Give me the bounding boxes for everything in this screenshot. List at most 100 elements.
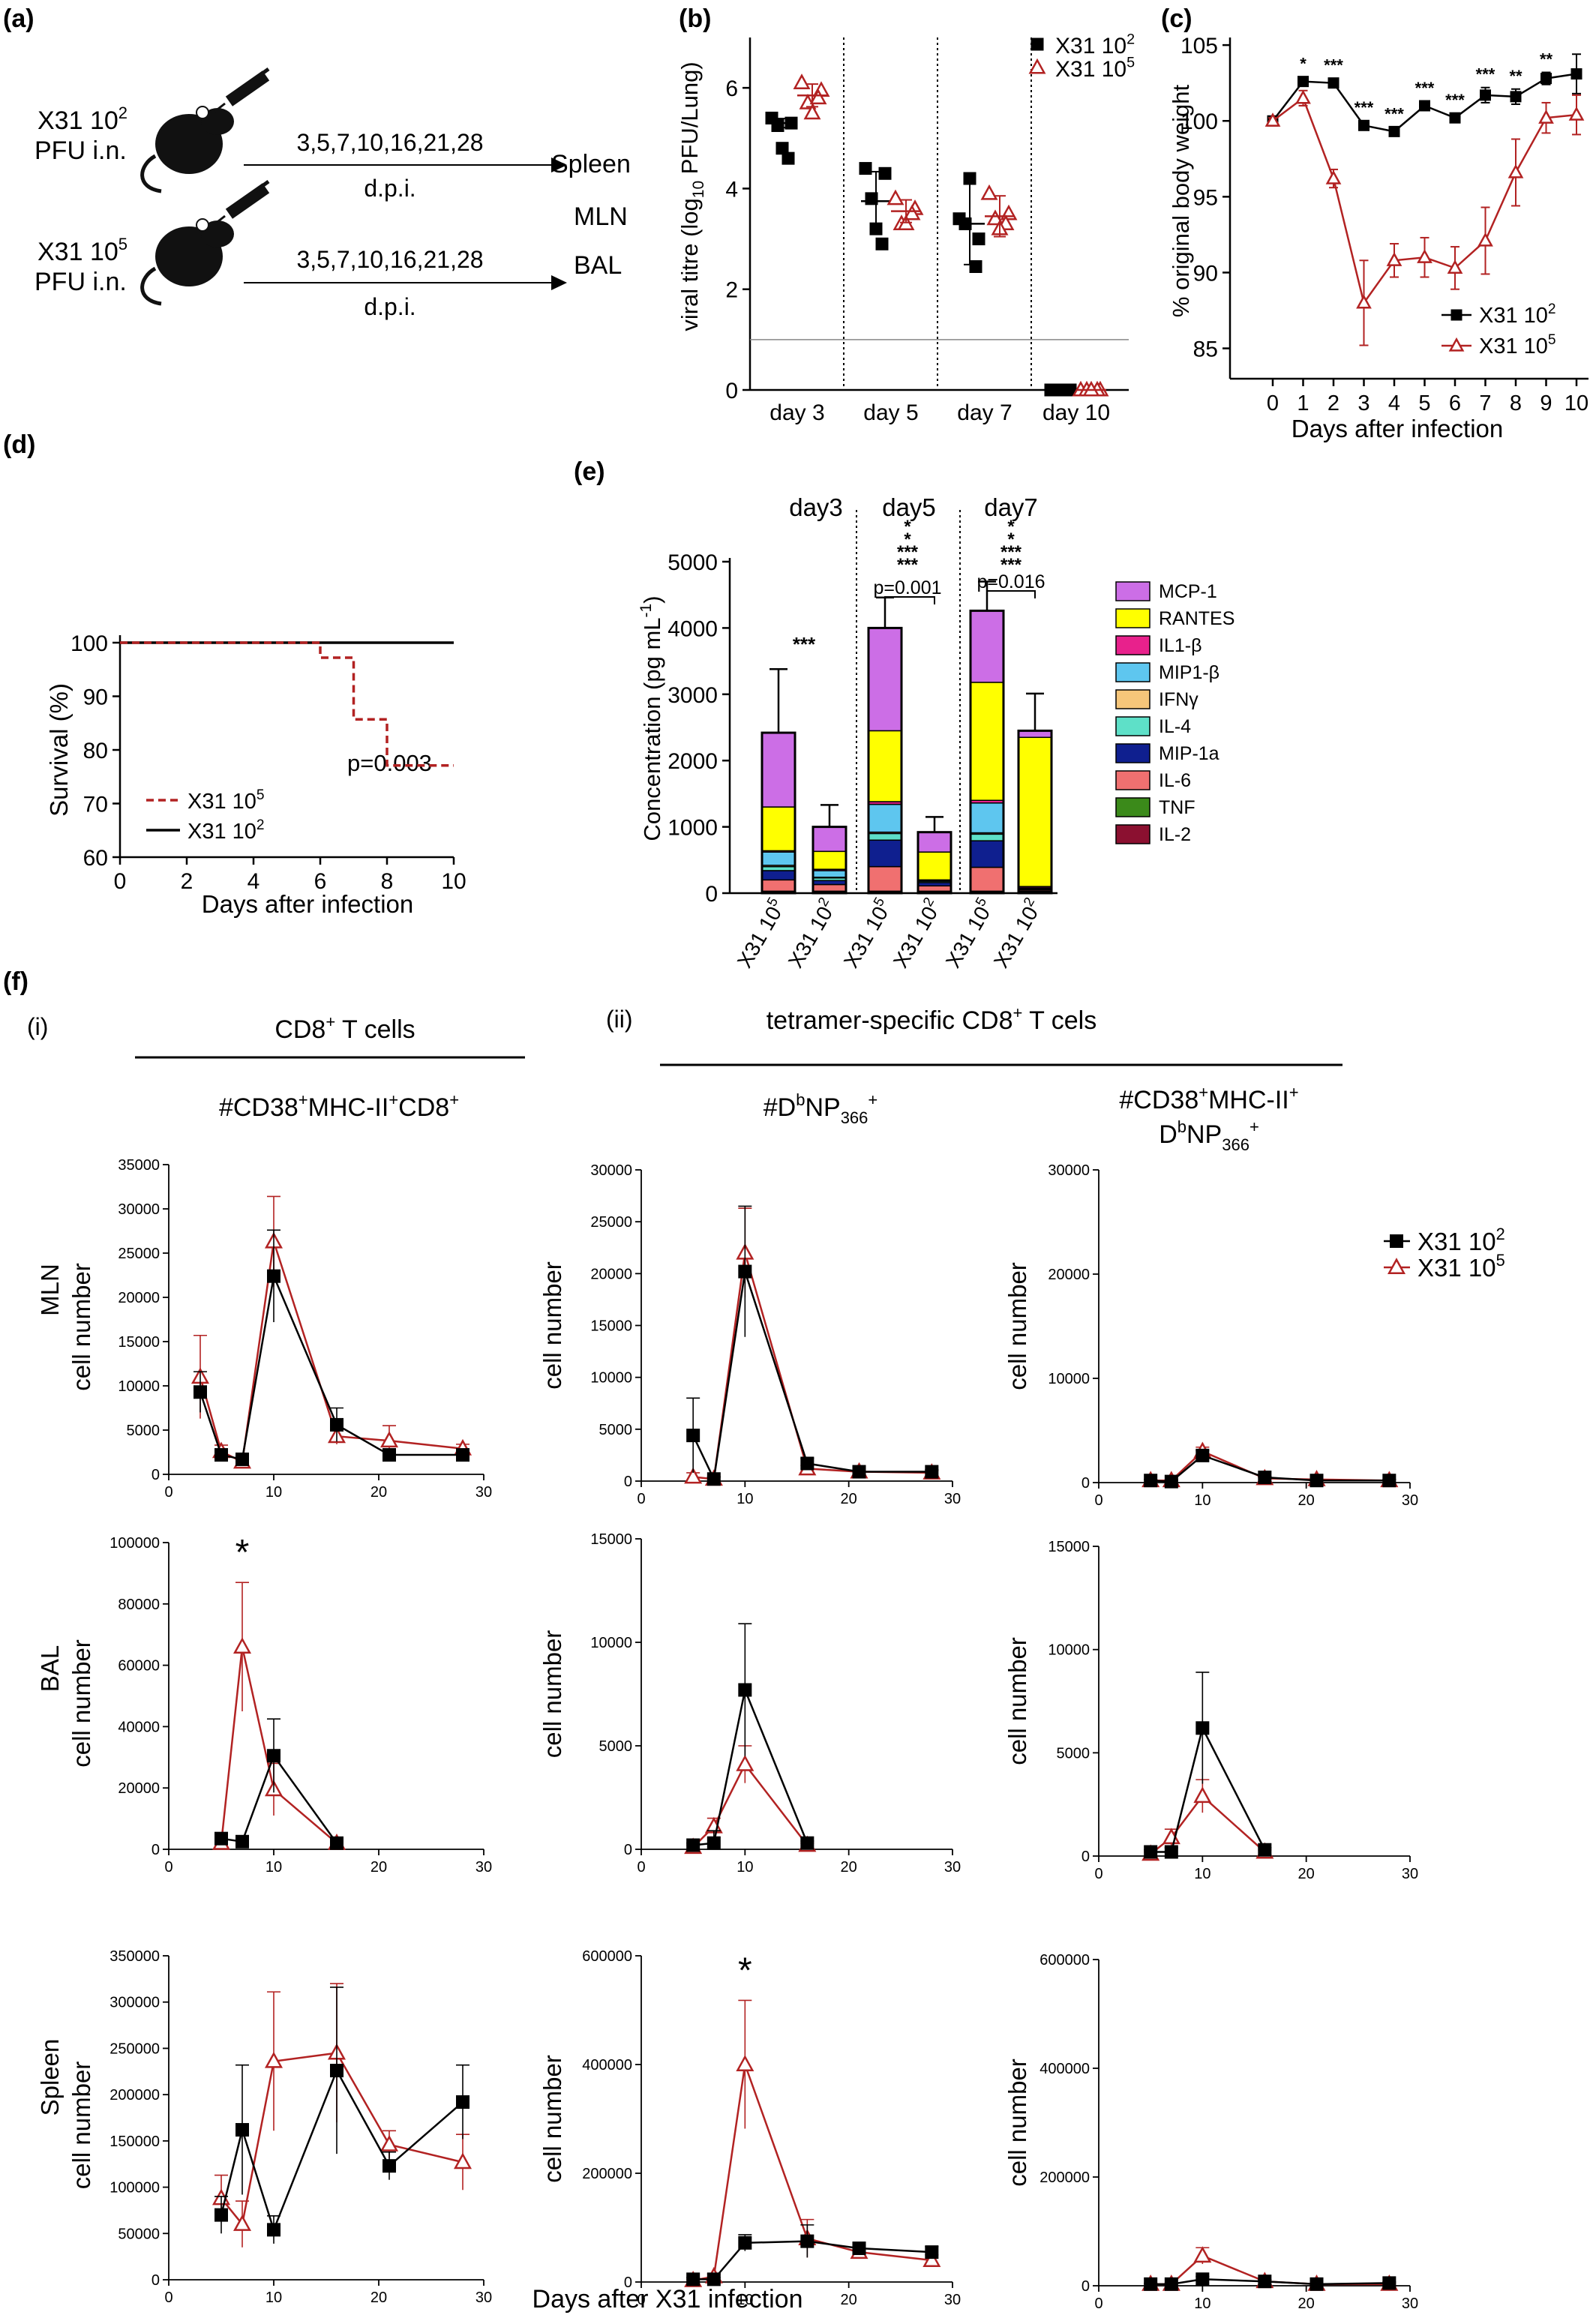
y-axis-label: cell number: [68, 1639, 95, 1768]
stack-segment: [761, 865, 796, 871]
y-tick-label: 3000: [668, 683, 718, 708]
x-tick-label: 0: [114, 869, 127, 894]
y-tick-label: 5000: [599, 1738, 633, 1755]
data-point: [330, 2064, 344, 2078]
significance-stars: **: [1509, 67, 1522, 85]
data-point: [736, 1754, 754, 1771]
data-point: [1258, 2275, 1272, 2289]
data-point: [330, 1417, 344, 1432]
panel-b-label: (b): [679, 4, 711, 33]
panel-d-pvalue: p=0.003: [347, 750, 432, 776]
x-tick-label: 0: [164, 2290, 172, 2306]
panel-b-marks: [765, 73, 1109, 397]
data-point: [875, 237, 889, 250]
x-tick-label: 6: [314, 869, 327, 894]
stack-segment: [970, 840, 1004, 868]
series-line: [693, 1687, 808, 1846]
x-tick-label: 10: [441, 869, 466, 894]
data-point: [706, 1836, 721, 1850]
x-group-label: day 5: [863, 400, 918, 425]
y-tick-label: 20000: [118, 1290, 160, 1306]
data-point: [684, 1467, 703, 1484]
data-point: [264, 2051, 284, 2068]
y-tick-label: 25000: [118, 1246, 160, 1262]
legend-label: MCP-1: [1159, 581, 1217, 602]
x-tick-label: 30: [944, 1859, 961, 1876]
data-point: [738, 1683, 752, 1697]
panel-a-row2-days: 3,5,7,10,16,21,28: [296, 246, 483, 273]
data-point: [1144, 1845, 1158, 1859]
subplot-f_mln_cd38: 0 5000 10000 15000 20000 25000 30000 35000 0 10 20…: [68, 1157, 492, 1501]
x-tick-label: 0: [164, 1859, 172, 1876]
y-tick-label: 50000: [118, 2226, 160, 2242]
col-title-cd38-db-np366-line1: #CD38+MHC-II+: [1119, 1083, 1298, 1114]
data-point: [1193, 2246, 1212, 2263]
y-axis-label: cell number: [1004, 2059, 1031, 2187]
legend-label: IFNγ: [1159, 689, 1198, 710]
legend-label: X31 105: [188, 787, 265, 814]
stack-segment: [970, 833, 1004, 841]
significance-stars: ***: [1000, 555, 1022, 575]
x-tick-label: 10: [266, 1484, 282, 1501]
x-tick-label: 0: [637, 2292, 645, 2308]
data-point: [236, 1452, 249, 1466]
legend-label: X31 105: [1479, 332, 1556, 358]
stack-segment: [868, 627, 902, 732]
data-point: [1193, 1786, 1212, 1804]
stack-segment: [812, 826, 847, 853]
x-tick-label: 30: [476, 1859, 492, 1876]
x-tick-label: 0: [164, 1484, 172, 1501]
row-label-bal: BAL: [36, 1645, 64, 1692]
x-tick-label: 10: [266, 2290, 282, 2306]
data-point: [1196, 1448, 1210, 1462]
stack-segment: [761, 806, 796, 852]
x-tick-label: 30: [944, 2292, 961, 2308]
data-point: [236, 1834, 249, 1849]
significance-stars: ***: [1415, 79, 1435, 97]
x-tick-label: 30: [476, 1484, 492, 1501]
data-point: [382, 1448, 396, 1462]
significance-stars: ***: [897, 555, 919, 575]
x-group-label: day 10: [1042, 400, 1110, 425]
stack-segment: [761, 870, 796, 881]
y-tick-label: 300000: [110, 1995, 160, 2011]
series-line: [692, 1271, 932, 1483]
x-category-label: X31 102: [987, 895, 1047, 972]
y-tick-label: 0: [624, 1474, 632, 1490]
y-tick-label: 80: [83, 739, 108, 763]
panel-c-xlabel: Days after infection: [1292, 415, 1503, 442]
panel-a-tissue-spleen: Spleen: [551, 150, 631, 178]
y-tick-label: 1000: [668, 816, 718, 841]
y-tick-label: 4: [725, 177, 738, 202]
data-point: [1258, 1471, 1272, 1485]
x-category-label: X31 102: [886, 895, 946, 972]
y-tick-label: 35000: [118, 1157, 160, 1174]
x-tick-label: 1: [1297, 391, 1309, 415]
data-point: [738, 2236, 752, 2250]
legend-swatch: [1115, 662, 1150, 682]
x-tick-label: 20: [841, 1491, 857, 1507]
data-point: [969, 260, 982, 273]
y-tick-label: 15000: [590, 1318, 632, 1335]
subplot-f_bal_cd38: 0 20000 40000 60000 80000 100000 0 10 20 30 cell n…: [68, 1533, 492, 1876]
data-point: [232, 1637, 252, 1654]
y-tick-label: 600000: [582, 1948, 632, 1965]
data-point: [686, 2272, 700, 2287]
x-tick-label: 10: [1194, 1866, 1210, 1882]
significance-stars: ***: [1445, 91, 1465, 109]
stack-segment: [812, 880, 847, 886]
stack-segment: [812, 850, 847, 870]
x-tick-label: 0: [1267, 391, 1279, 415]
significance-star: *: [236, 1533, 250, 1573]
x-tick-label: 2: [181, 869, 194, 894]
stack-segment: [917, 851, 952, 881]
syringe-icon: [211, 67, 270, 115]
x-tick-label: 0: [637, 1491, 645, 1507]
p-value-label: p=0.001: [873, 577, 941, 598]
data-point: [382, 2159, 396, 2173]
legend-label: X31 102: [1418, 1225, 1505, 1255]
stack-segment: [917, 885, 952, 892]
panel-a-row1-unit: d.p.i.: [364, 175, 416, 202]
